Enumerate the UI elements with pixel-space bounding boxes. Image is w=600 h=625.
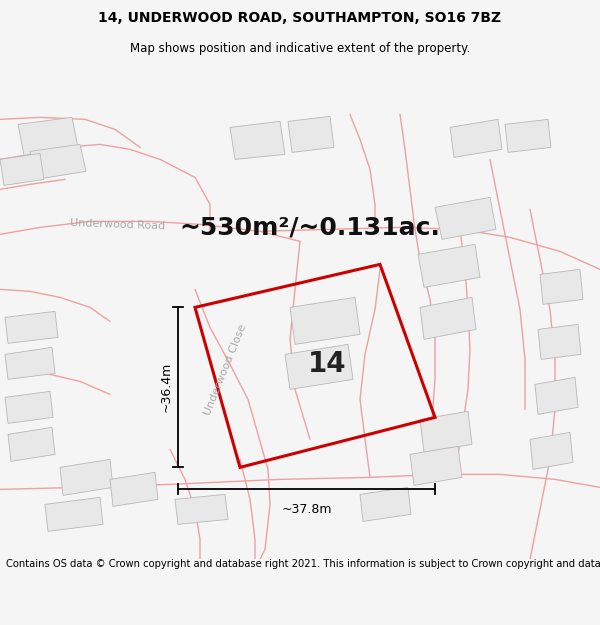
Polygon shape (0, 153, 44, 186)
Text: ~530m²/~0.131ac.: ~530m²/~0.131ac. (179, 216, 440, 239)
Polygon shape (5, 311, 58, 343)
Polygon shape (418, 244, 480, 288)
Polygon shape (175, 494, 228, 524)
Polygon shape (285, 344, 353, 389)
Text: Underwood Road: Underwood Road (70, 217, 166, 231)
Text: Underwood Close: Underwood Close (202, 322, 248, 416)
Polygon shape (540, 269, 583, 304)
Polygon shape (60, 459, 113, 496)
Polygon shape (230, 121, 285, 159)
Polygon shape (30, 144, 86, 179)
Polygon shape (410, 446, 462, 486)
Text: 14, UNDERWOOD ROAD, SOUTHAMPTON, SO16 7BZ: 14, UNDERWOOD ROAD, SOUTHAMPTON, SO16 7B… (98, 11, 502, 24)
Polygon shape (8, 428, 55, 461)
Polygon shape (5, 391, 53, 423)
Text: Contains OS data © Crown copyright and database right 2021. This information is : Contains OS data © Crown copyright and d… (6, 559, 600, 569)
Polygon shape (360, 488, 411, 521)
Polygon shape (5, 348, 55, 379)
Polygon shape (538, 324, 581, 359)
Text: 14: 14 (308, 350, 347, 378)
Polygon shape (45, 498, 103, 531)
Polygon shape (18, 118, 78, 156)
Polygon shape (420, 411, 472, 452)
Polygon shape (290, 298, 360, 344)
Polygon shape (505, 119, 551, 152)
Polygon shape (110, 472, 158, 506)
Text: ~37.8m: ~37.8m (281, 503, 332, 516)
Polygon shape (420, 298, 476, 339)
Polygon shape (288, 116, 334, 152)
Polygon shape (435, 198, 496, 239)
Polygon shape (450, 119, 502, 158)
Polygon shape (530, 432, 573, 469)
Polygon shape (535, 378, 578, 414)
Text: Map shows position and indicative extent of the property.: Map shows position and indicative extent… (130, 41, 470, 54)
Text: ~36.4m: ~36.4m (160, 362, 173, 413)
